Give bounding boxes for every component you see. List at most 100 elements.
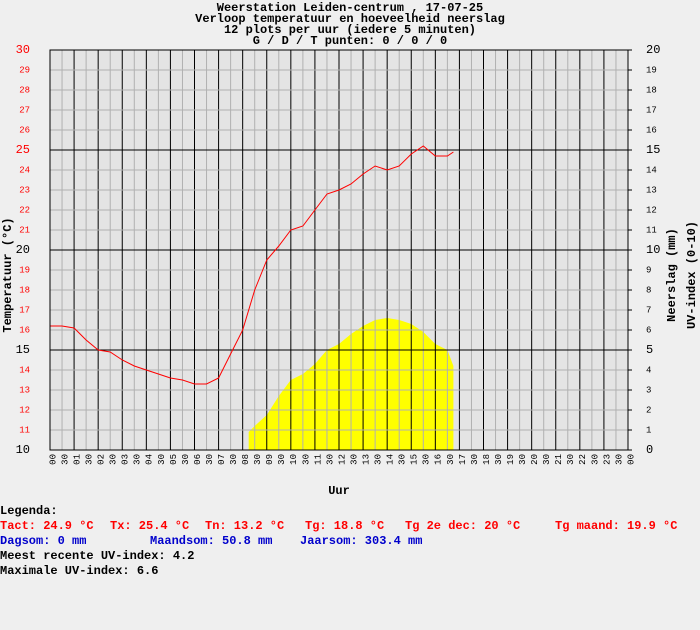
y2-tick-label: 19 bbox=[646, 65, 657, 75]
legend-item: Tg: 18.8 °C bbox=[305, 519, 385, 533]
x-tick-label: 20 bbox=[530, 454, 540, 465]
y-tick-label: 16 bbox=[19, 325, 30, 335]
legend-item: Tn: 13.2 °C bbox=[205, 519, 285, 533]
x-tick-label: 01 bbox=[72, 454, 82, 465]
x-tick-label: 30 bbox=[181, 454, 191, 465]
x-tick-label: 13 bbox=[361, 454, 371, 465]
x-tick-label: 12 bbox=[337, 454, 347, 465]
x-tick-label: 30 bbox=[542, 454, 552, 465]
x-tick-label: 11 bbox=[313, 454, 323, 465]
x-tick-label: 16 bbox=[434, 454, 444, 465]
y2-tick-label: 20 bbox=[646, 43, 660, 57]
y2-tick-label: 18 bbox=[646, 85, 657, 95]
y2-tick-label: 5 bbox=[646, 343, 653, 357]
x-tick-label: 30 bbox=[398, 454, 408, 465]
x-tick-label: 30 bbox=[60, 454, 70, 465]
legend-heading: Legenda: bbox=[0, 504, 700, 519]
x-tick-label: 30 bbox=[205, 454, 215, 465]
legend-item: Tg maand: 19.9 °C bbox=[555, 519, 678, 533]
chart-title: G / D / T punten: 0 / 0 / 0 bbox=[253, 34, 447, 48]
legend-line: Meest recente UV-index: 4.2 bbox=[0, 549, 700, 564]
y-tick-label: 21 bbox=[19, 225, 30, 235]
y2-tick-label: 16 bbox=[646, 125, 657, 135]
y-tick-label: 24 bbox=[19, 165, 30, 175]
y-tick-label: 19 bbox=[19, 265, 30, 275]
legend-line: Tact: 24.9 °C Tx: 25.4 °C Tn: 13.2 °C Tg: 1… bbox=[0, 519, 700, 534]
y2-tick-label: 13 bbox=[646, 185, 657, 195]
legend-item: Jaarsom: 303.4 mm bbox=[300, 534, 423, 548]
y2-tick-label: 11 bbox=[646, 225, 657, 235]
x-tick-label: 19 bbox=[506, 454, 516, 465]
x-tick-label: 00 bbox=[626, 454, 636, 465]
x-tick-label: 30 bbox=[349, 454, 359, 465]
x-tick-label: 22 bbox=[578, 454, 588, 465]
x-tick-label: 30 bbox=[422, 454, 432, 465]
x-tick-label: 15 bbox=[410, 454, 420, 465]
x-tick-label: 07 bbox=[217, 454, 227, 465]
chart-title: Verloop temperatuur en hoeveelheid neers… bbox=[195, 12, 505, 26]
chart-title: 12 plots per uur (iedere 5 minuten) bbox=[224, 23, 476, 37]
legend-heading-text: Legenda: bbox=[0, 504, 58, 518]
x-tick-label: 30 bbox=[470, 454, 480, 465]
y2-tick-label: 15 bbox=[646, 143, 660, 157]
y-tick-label: 30 bbox=[16, 43, 30, 57]
legend-line: Dagsom: 0 mm Maandsom: 50.8 mm Jaarsom: 30… bbox=[0, 534, 700, 549]
plot-frame bbox=[49, 49, 629, 451]
x-tick-label: 30 bbox=[566, 454, 576, 465]
y2-tick-label: 2 bbox=[646, 405, 651, 415]
x-tick-label: 30 bbox=[374, 454, 384, 465]
y2-tick-label: 12 bbox=[646, 205, 657, 215]
legend-line: Maximale UV-index: 6.6 bbox=[0, 564, 700, 579]
x-tick-label: 30 bbox=[590, 454, 600, 465]
y-axis-label: Temperatuur (°C) bbox=[1, 217, 15, 332]
y-tick-label: 12 bbox=[19, 405, 30, 415]
y-tick-label: 15 bbox=[16, 343, 30, 357]
x-tick-label: 18 bbox=[482, 454, 492, 465]
x-tick-label: 23 bbox=[602, 454, 612, 465]
x-tick-label: 05 bbox=[169, 454, 179, 465]
y2-tick-label: 9 bbox=[646, 265, 651, 275]
legend-item: Tg 2e dec: 20 °C bbox=[405, 519, 521, 533]
legend-item: Dagsom: 0 mm bbox=[0, 534, 87, 548]
x-tick-label: 30 bbox=[614, 454, 624, 465]
legend-item: Maandsom: 50.8 mm bbox=[150, 534, 273, 548]
x-tick-label: 30 bbox=[325, 454, 335, 465]
x-tick-label: 30 bbox=[109, 454, 119, 465]
x-tick-label: 02 bbox=[97, 454, 107, 465]
y-tick-label: 29 bbox=[19, 65, 30, 75]
x-tick-label: 30 bbox=[277, 454, 287, 465]
x-tick-label: 17 bbox=[458, 454, 468, 465]
y-tick-label: 28 bbox=[19, 85, 30, 95]
y-tick-label: 11 bbox=[19, 425, 30, 435]
x-tick-label: 30 bbox=[85, 454, 95, 465]
legend-item: Tact: 24.9 °C bbox=[0, 519, 94, 533]
x-tick-label: 00 bbox=[48, 454, 58, 465]
legend-item: Maximale UV-index: 6.6 bbox=[0, 564, 159, 578]
legend-item: Tx: 25.4 °C bbox=[110, 519, 190, 533]
y-tick-label: 25 bbox=[16, 143, 30, 157]
y-tick-label: 18 bbox=[19, 285, 30, 295]
x-tick-label: 03 bbox=[121, 454, 131, 465]
y2-tick-label: 14 bbox=[646, 165, 657, 175]
y2-tick-label: 8 bbox=[646, 285, 651, 295]
y2-tick-label: 4 bbox=[646, 365, 651, 375]
x-axis-label: Uur bbox=[328, 484, 350, 498]
y-tick-label: 13 bbox=[19, 385, 30, 395]
y-tick-label: 14 bbox=[19, 365, 30, 375]
y-tick-label: 22 bbox=[19, 205, 30, 215]
x-tick-label: 30 bbox=[518, 454, 528, 465]
x-tick-label: 14 bbox=[386, 454, 396, 465]
x-tick-label: 04 bbox=[145, 454, 155, 465]
x-tick-label: 30 bbox=[133, 454, 143, 465]
y-tick-label: 10 bbox=[16, 443, 30, 457]
y2-tick-label: 10 bbox=[646, 243, 660, 257]
y2-axis-label: Neerslag (mm) bbox=[665, 228, 679, 322]
legend-item: Meest recente UV-index: 4.2 bbox=[0, 549, 195, 563]
temperature-line bbox=[50, 145, 454, 385]
y-tick-label: 27 bbox=[19, 105, 30, 115]
y-tick-label: 23 bbox=[19, 185, 30, 195]
y2-tick-label: 7 bbox=[646, 305, 651, 315]
x-tick-label: 10 bbox=[289, 454, 299, 465]
x-tick-label: 30 bbox=[446, 454, 456, 465]
